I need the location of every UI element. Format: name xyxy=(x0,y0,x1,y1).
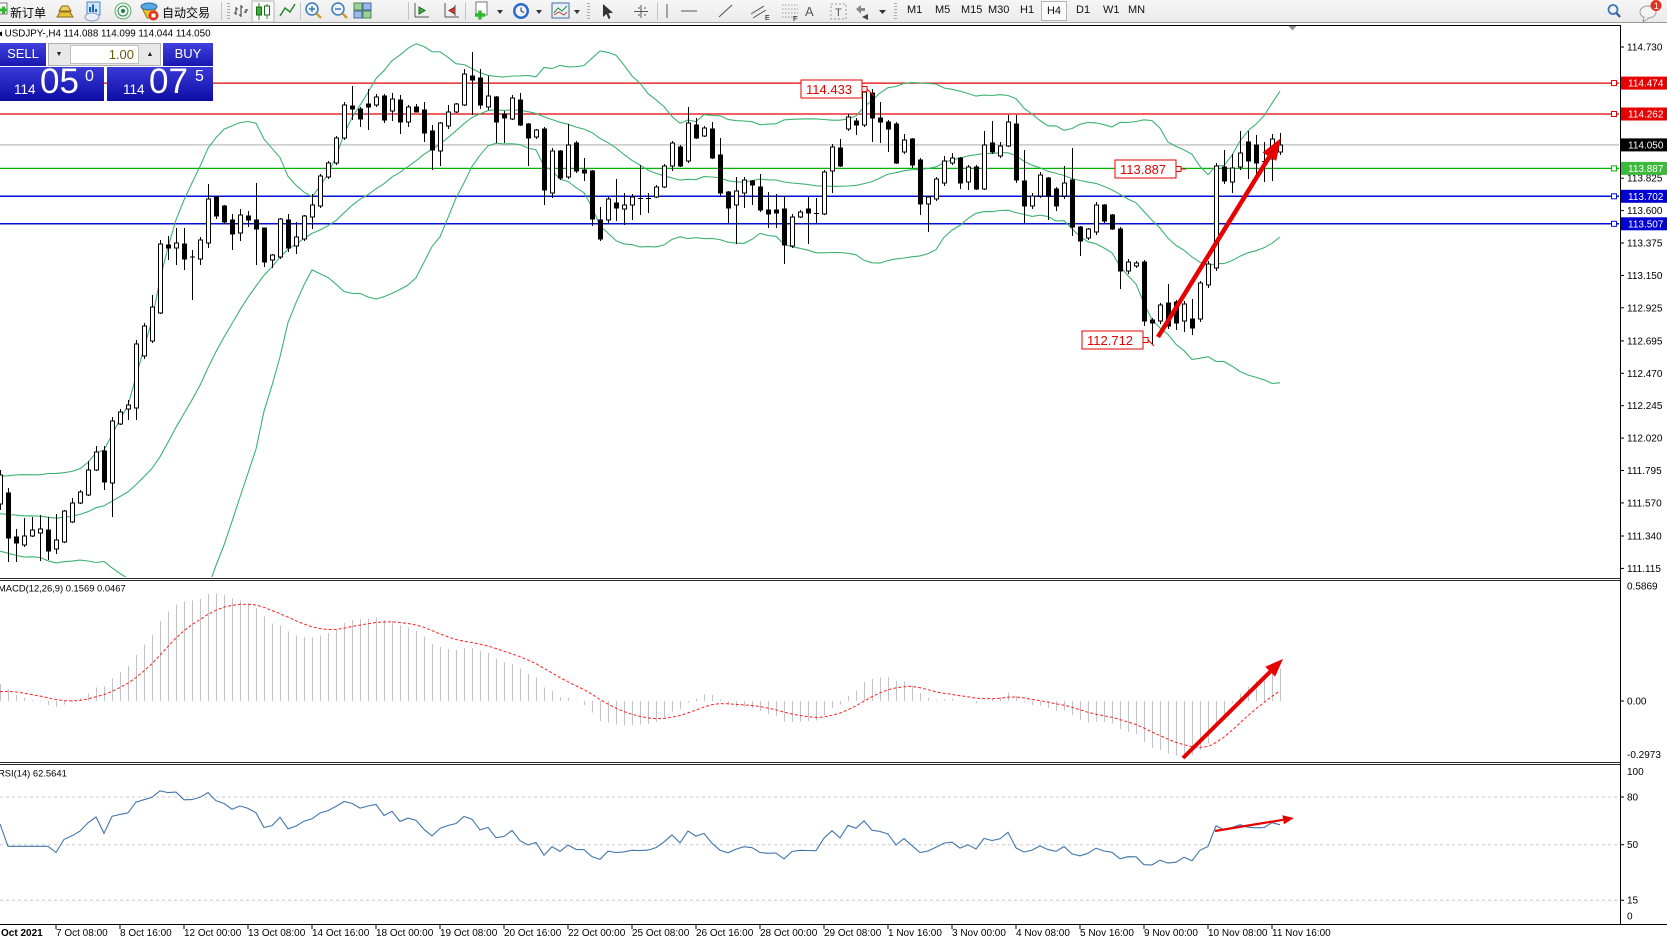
svg-text:1 Nov 16:00: 1 Nov 16:00 xyxy=(888,928,942,938)
svg-text:11 Nov 16:00: 11 Nov 16:00 xyxy=(1272,928,1331,938)
svg-text:18 Oct 00:00: 18 Oct 00:00 xyxy=(376,928,434,938)
svg-text:111.570: 111.570 xyxy=(1627,498,1662,509)
svg-text:50: 50 xyxy=(1627,840,1639,851)
svg-text:12 Oct 00:00: 12 Oct 00:00 xyxy=(184,928,242,938)
svg-text:◂ USDJPY-,H4 114.088 114.099: ◂ USDJPY-,H4 114.088 114.099 114.044 114… xyxy=(0,29,211,40)
svg-text:3 Nov 00:00: 3 Nov 00:00 xyxy=(952,928,1006,938)
svg-text:-0.2973: -0.2973 xyxy=(1627,750,1661,761)
svg-text:112.925: 112.925 xyxy=(1627,303,1663,314)
svg-text:F: F xyxy=(793,16,797,23)
svg-text:113.702: 113.702 xyxy=(1628,192,1664,203)
svg-text:113.507: 113.507 xyxy=(1628,219,1664,230)
svg-text:19 Oct 08:00: 19 Oct 08:00 xyxy=(440,928,498,938)
svg-text:112.695: 112.695 xyxy=(1627,336,1663,347)
svg-text:114.050: 114.050 xyxy=(1628,140,1664,151)
svg-text:14 Oct 16:00: 14 Oct 16:00 xyxy=(312,928,370,938)
svg-text:113.887: 113.887 xyxy=(1120,162,1166,177)
svg-text:113.600: 113.600 xyxy=(1627,206,1663,217)
svg-text:114.433: 114.433 xyxy=(806,82,852,97)
svg-text:111.795: 111.795 xyxy=(1627,466,1662,477)
svg-text:113.887: 113.887 xyxy=(1628,164,1664,175)
svg-text:80: 80 xyxy=(1627,793,1639,804)
svg-text:111.340: 111.340 xyxy=(1627,532,1662,543)
svg-text:10 Nov 08:00: 10 Nov 08:00 xyxy=(1208,928,1268,938)
svg-text:112.712: 112.712 xyxy=(1087,333,1133,348)
svg-text:RSI(14) 62.5641: RSI(14) 62.5641 xyxy=(0,768,67,779)
svg-text:0.5869: 0.5869 xyxy=(1627,582,1658,593)
svg-text:26 Oct 16:00: 26 Oct 16:00 xyxy=(696,928,754,938)
svg-text:MACD(12,26,9) 0.1569 0.0467: MACD(12,26,9) 0.1569 0.0467 xyxy=(0,583,126,594)
svg-text:25 Oct 08:00: 25 Oct 08:00 xyxy=(632,928,690,938)
svg-text:20 Oct 16:00: 20 Oct 16:00 xyxy=(504,928,562,938)
svg-text:113.150: 113.150 xyxy=(1627,271,1663,282)
svg-text:Oct 2021: Oct 2021 xyxy=(1,928,43,938)
svg-text:9 Nov 00:00: 9 Nov 00:00 xyxy=(1144,928,1198,938)
svg-text:114.730: 114.730 xyxy=(1627,43,1663,54)
svg-text:15: 15 xyxy=(1627,896,1639,907)
svg-text:29 Oct 08:00: 29 Oct 08:00 xyxy=(824,928,882,938)
svg-text:114.474: 114.474 xyxy=(1628,79,1664,90)
svg-text:5 Nov 16:00: 5 Nov 16:00 xyxy=(1080,928,1134,938)
svg-text:4 Nov 08:00: 4 Nov 08:00 xyxy=(1016,928,1070,938)
svg-text:13 Oct 08:00: 13 Oct 08:00 xyxy=(248,928,306,938)
svg-text:E: E xyxy=(765,15,770,22)
svg-text:112.020: 112.020 xyxy=(1627,434,1663,445)
svg-text:1: 1 xyxy=(1654,1,1659,11)
svg-text:113.375: 113.375 xyxy=(1627,239,1663,250)
svg-text:113.825: 113.825 xyxy=(1627,174,1663,185)
svg-text:112.470: 112.470 xyxy=(1627,369,1663,380)
svg-text:111.115: 111.115 xyxy=(1627,564,1661,575)
svg-text:T: T xyxy=(835,7,842,19)
svg-text:8 Oct 16:00: 8 Oct 16:00 xyxy=(120,928,172,938)
svg-text:28 Oct 00:00: 28 Oct 00:00 xyxy=(760,928,818,938)
svg-text:100: 100 xyxy=(1627,767,1644,778)
svg-text:0.00: 0.00 xyxy=(1627,697,1647,708)
svg-text:A: A xyxy=(805,4,814,19)
svg-text:22 Oct 00:00: 22 Oct 00:00 xyxy=(568,928,626,938)
svg-text:0: 0 xyxy=(1627,912,1633,923)
svg-text:7 Oct 08:00: 7 Oct 08:00 xyxy=(56,928,108,938)
svg-text:114.262: 114.262 xyxy=(1628,110,1664,121)
svg-text:112.245: 112.245 xyxy=(1627,401,1663,412)
